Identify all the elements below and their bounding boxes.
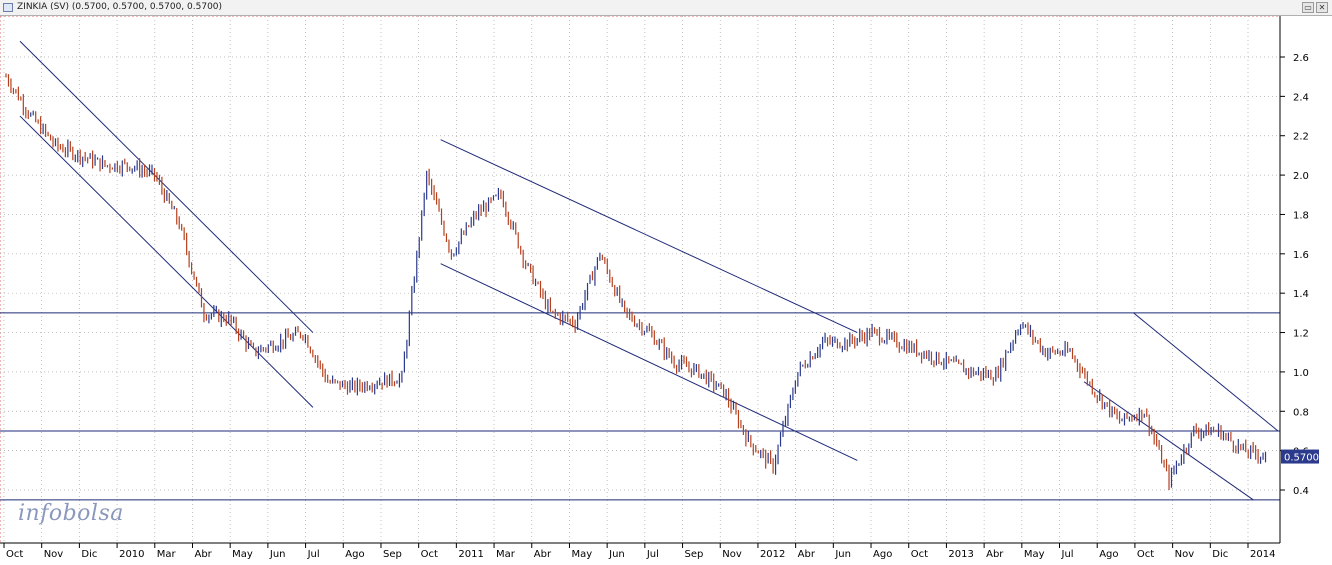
x-tick-label: Mar [157,549,177,560]
y-tick-label: 2.2 [1293,132,1309,143]
price-chart: 2.62.42.22.01.81.61.41.21.00.80.60.4 Oct… [0,15,1319,561]
x-tick-label: Mar [496,549,516,560]
window-icon [3,3,13,12]
x-tick-label: 2010 [119,549,144,560]
x-tick-label: Sep [685,549,704,560]
x-tick-label: Dic [1212,549,1228,560]
x-tick-label: Oct [421,549,438,560]
close-icon[interactable]: ✕ [1316,2,1328,13]
x-tick-label: Jun [834,549,851,560]
x-tick-label: Jul [1061,549,1074,560]
x-tick-label: Oct [911,549,928,560]
x-tick-label: Oct [6,549,23,560]
trend-channel-line [1083,381,1254,501]
logo-part-info: info [18,501,63,526]
y-tick-label: 0.8 [1293,407,1309,418]
x-tick-label: Dic [81,549,97,560]
x-tick-label: Jun [608,549,625,560]
x-axis: Oct Nov Dic 2010 Mar Abr May Jun Jul Ago Sep Oct 201… [0,542,1280,561]
x-tick-label: Ago [345,549,364,560]
logo-part-bolsa: bolsa [62,501,124,526]
y-tick-label: 1.8 [1293,210,1309,221]
x-tick-label: Nov [1175,549,1195,560]
x-tick-label: Abr [534,549,552,560]
gridlines [0,16,1280,543]
minimize-icon[interactable]: ▭ [1302,2,1314,13]
x-tick-label: Sep [383,549,402,560]
x-tick-label: Abr [986,549,1004,560]
trend-channel-line [19,40,314,333]
infobolsa-logo: infobolsa [18,501,124,526]
x-tick-label: Abr [798,549,816,560]
x-tick-label: Ago [873,549,892,560]
x-tick-label: 2012 [760,549,785,560]
last-price-box [1281,449,1319,464]
trend-channel-line [440,263,858,461]
x-tick-label: Ago [1099,549,1118,560]
x-tick-label: Oct [1137,549,1154,560]
x-tick-label: Nov [722,549,742,560]
trend-channel-line [1133,312,1279,432]
y-tick-label: 1.2 [1293,329,1309,340]
price-bars [5,73,1267,491]
x-tick-label: 2011 [458,549,483,560]
last-price-marker: 0.5700 [1281,449,1319,464]
x-tick-label: 2013 [948,549,973,560]
x-tick-label: Jul [646,549,659,560]
x-tick-label: May [571,549,592,560]
y-tick-label: 0.4 [1293,486,1309,497]
y-tick-label: 1.6 [1293,250,1309,261]
plot-frame [0,15,1281,544]
trend-channel-line [19,115,314,408]
y-tick-label: 2.0 [1293,171,1309,182]
x-tick-label: May [232,549,253,560]
trend-channel-line [440,139,858,333]
y-tick-label: 2.4 [1293,92,1309,103]
x-tick-label: May [1024,549,1045,560]
chart-area: 2.62.42.22.01.81.61.41.21.00.80.60.4 Oct… [0,15,1332,561]
x-tick-label: Abr [194,549,212,560]
window-titlebar: ZINKIA (SV) (0.5700, 0.5700, 0.5700, 0.5… [0,0,1332,16]
y-axis: 2.62.42.22.01.81.61.41.21.00.80.60.4 [1279,16,1309,543]
y-tick-label: 2.6 [1293,53,1309,64]
y-tick-label: 1.0 [1293,368,1309,379]
y-tick-label: 1.4 [1293,289,1309,300]
x-tick-label: 2014 [1250,549,1275,560]
x-tick-label: Jun [269,549,286,560]
x-axis-band [0,543,1280,561]
trend-channels [19,40,1279,501]
window-title: ZINKIA (SV) (0.5700, 0.5700, 0.5700, 0.5… [17,2,223,12]
x-tick-label: Nov [44,549,64,560]
x-tick-label: Jul [307,549,320,560]
last-price-label: 0.5700 [1284,453,1319,464]
